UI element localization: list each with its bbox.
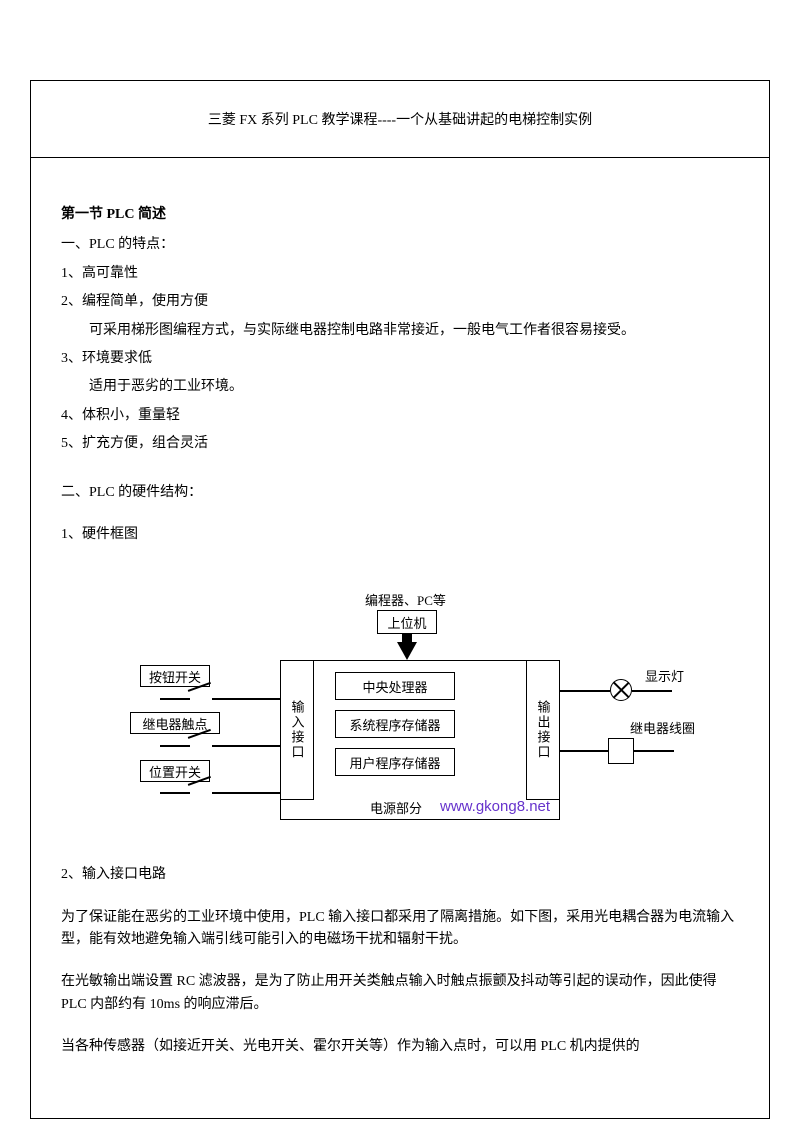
arrow-down-icon (397, 642, 417, 660)
diagram-sysmem-text: 系统程序存储器 (349, 715, 440, 734)
lamp-icon (610, 679, 632, 701)
diagram-host-box: 上位机 (377, 610, 437, 634)
watermark-url: www.gkong8.net (440, 798, 550, 815)
diagram-cpu-box: 中央处理器 (335, 672, 455, 700)
diagram-cpu-text: 中央处理器 (362, 677, 427, 696)
diagram-power-text: 电源部分 (370, 798, 422, 817)
sub-heading-hardware: 二、PLC 的硬件结构： (61, 482, 739, 504)
feature-2: 2、编程简单，使用方便 (61, 291, 739, 313)
diagram-usermem-text: 用户程序存储器 (349, 753, 440, 772)
diagram-input-port-text: 输入接口 (288, 700, 307, 760)
section-2-p1: 为了保证能在恶劣的工业环境中使用，PLC 输入接口都采用了隔离措施。如下图，采用… (61, 907, 739, 952)
content-area: 第一节 PLC 简述 一、PLC 的特点： 1、高可靠性 2、编程简单，使用方便… (30, 158, 770, 1119)
section-2-p3: 当各种传感器（如接近开关、光电开关、霍尔开关等）作为输入点时，可以用 PLC 机… (61, 1036, 739, 1058)
sub-heading-features: 一、PLC 的特点： (61, 234, 739, 256)
diagram-output-port-text: 输出接口 (534, 700, 553, 760)
feature-3-desc: 适用于恶劣的工业环境。 (61, 376, 739, 398)
feature-1: 1、高可靠性 (61, 263, 739, 285)
feature-4: 4、体积小，重量轻 (61, 405, 739, 427)
title-bar: 三菱 FX 系列 PLC 教学课程----一个从基础讲起的电梯控制实例 (30, 80, 770, 158)
feature-5: 5、扩充方便，组合灵活 (61, 433, 739, 455)
diagram-output-port: 输出接口 (526, 660, 560, 800)
diagram-right-label-2: 继电器线圈 (630, 718, 695, 737)
diagram-input-port: 输入接口 (280, 660, 314, 800)
section-1-heading: 第一节 PLC 简述 (61, 204, 739, 226)
feature-2-desc: 可采用梯形图编程方式，与实际继电器控制电路非常接近，一般电气工作者很容易接受。 (61, 320, 739, 342)
section-2-heading: 2、输入接口电路 (61, 864, 739, 886)
diagram-left-label-1: 按钮开关 (140, 665, 210, 687)
diagram-host-text: 上位机 (387, 613, 426, 632)
feature-3: 3、环境要求低 (61, 348, 739, 370)
diagram-top-label: 编程器、PC等 (365, 590, 446, 609)
document-title: 三菱 FX 系列 PLC 教学课程----一个从基础讲起的电梯控制实例 (208, 113, 592, 128)
diagram-right-label-1: 显示灯 (645, 666, 684, 685)
diagram-usermem-box: 用户程序存储器 (335, 748, 455, 776)
hardware-diagram-label: 1、硬件框图 (61, 524, 739, 546)
document-page: 三菱 FX 系列 PLC 教学课程----一个从基础讲起的电梯控制实例 第一节 … (0, 0, 800, 1139)
diagram-sysmem-box: 系统程序存储器 (335, 710, 455, 738)
hardware-block-diagram: 编程器、PC等 上位机 输入接口 输出接口 中央处理器 系统程序存储器 (100, 590, 700, 830)
section-2-p2: 在光敏输出端设置 RC 滤波器，是为了防止用开关类触点输入时触点振颤及抖动等引起… (61, 971, 739, 1016)
relay-coil-icon (608, 738, 634, 764)
